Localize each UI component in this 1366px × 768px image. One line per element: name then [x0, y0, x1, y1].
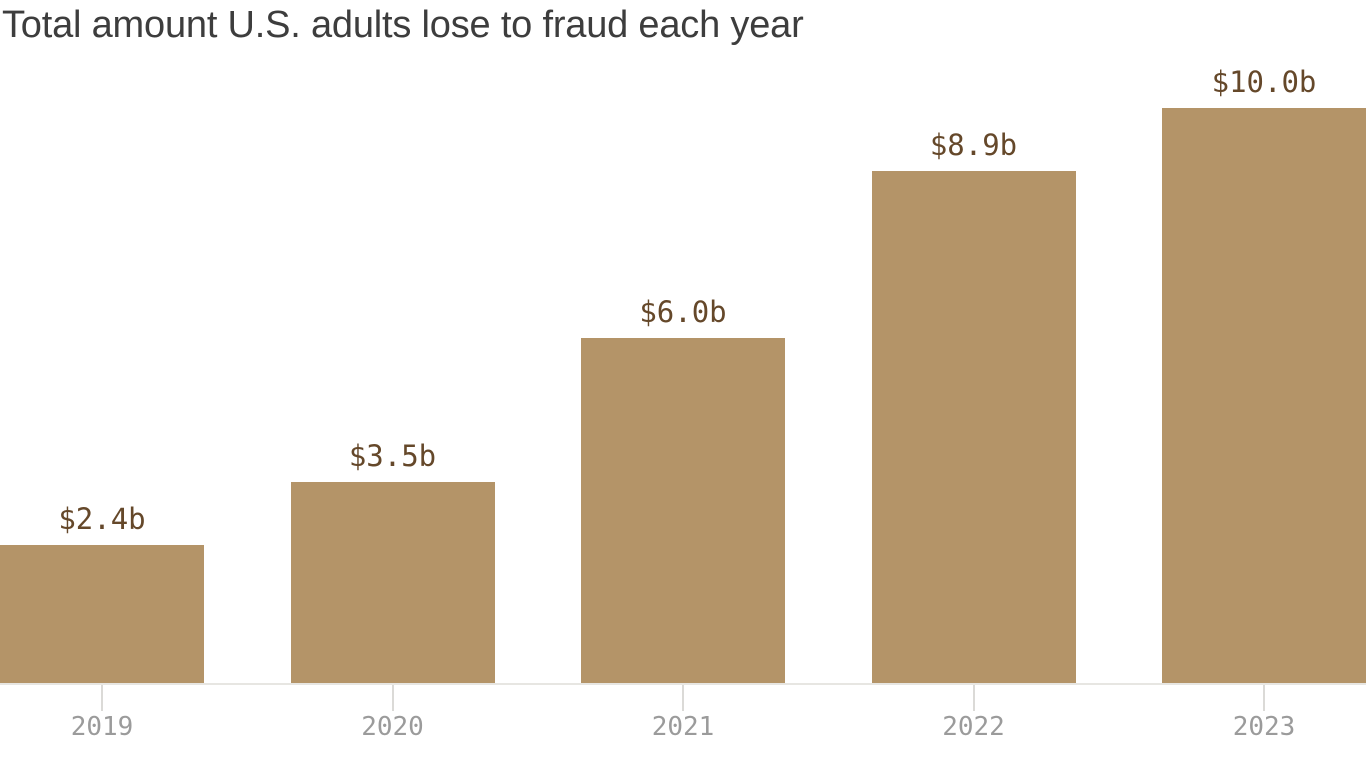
- x-axis-label-2019: 2019: [70, 712, 134, 742]
- bar-2022: [872, 171, 1076, 683]
- bar-2023: [1162, 108, 1366, 683]
- x-axis-tick-2019: [101, 685, 103, 711]
- bar-value-label-2022: $8.9b: [929, 128, 1018, 162]
- x-axis-label-2023: 2023: [1232, 712, 1296, 742]
- x-axis-tick-2023: [1263, 685, 1265, 711]
- bar-2019: [0, 545, 204, 683]
- x-axis-tick-2020: [391, 685, 394, 711]
- x-axis-label-2022: 2022: [942, 712, 1005, 742]
- chart-title: Total amount U.S. adults lose to fraud e…: [2, 4, 804, 46]
- bar-value-label-2023: $10.0b: [1211, 65, 1317, 99]
- bar-2021: [581, 338, 785, 683]
- bar-2020: [291, 482, 495, 683]
- x-axis-tick-2021: [682, 685, 684, 711]
- bar-value-label-2019: $2.4b: [58, 502, 146, 536]
- bar-value-label-2021: $6.0b: [639, 295, 727, 329]
- x-axis-label-2020: 2020: [361, 712, 424, 742]
- x-axis-tick-2022: [972, 685, 975, 711]
- x-axis-label-2021: 2021: [651, 712, 715, 742]
- x-axis-line: [0, 683, 1366, 685]
- bar-value-label-2020: $3.5b: [348, 439, 437, 473]
